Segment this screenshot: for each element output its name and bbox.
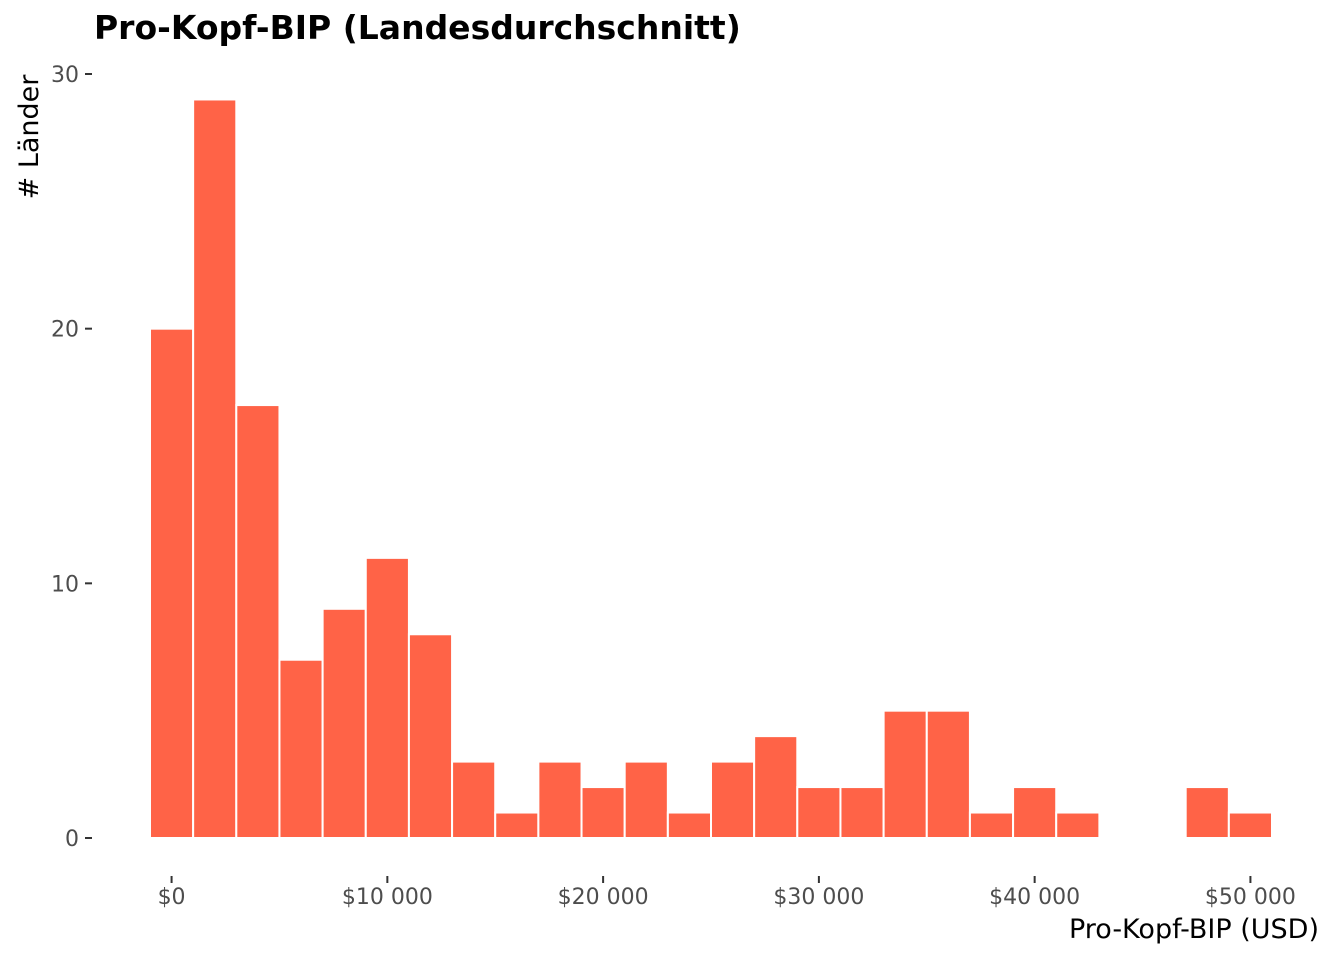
histogram-bar bbox=[925, 709, 971, 839]
histogram-bar bbox=[321, 607, 367, 839]
x-tick-label: $20 000 bbox=[558, 885, 649, 910]
histogram-bar bbox=[278, 658, 324, 839]
histogram-bar bbox=[710, 760, 756, 839]
histogram-bar bbox=[753, 735, 799, 840]
x-tick-label: $40 000 bbox=[989, 885, 1080, 910]
histogram-bar bbox=[407, 633, 454, 840]
histogram-bar bbox=[1227, 811, 1273, 840]
x-tick-label: $0 bbox=[158, 885, 186, 910]
histogram-bar bbox=[839, 786, 885, 840]
y-tick-label: 10 bbox=[51, 572, 79, 597]
y-axis: 0 10 20 30 bbox=[51, 63, 92, 852]
histogram-bar bbox=[796, 786, 842, 840]
y-tick-label: 0 bbox=[65, 827, 79, 852]
y-tick-label: 20 bbox=[51, 318, 79, 343]
histogram-bar bbox=[451, 760, 497, 839]
histogram-bar bbox=[537, 760, 583, 839]
x-tick-label: $30 000 bbox=[773, 885, 864, 910]
histogram-bar bbox=[192, 98, 238, 840]
x-axis: $0 $10 000 $20 000 $30 000 $40 000 $50 000 bbox=[158, 876, 1296, 910]
y-tick-label: 30 bbox=[51, 63, 79, 88]
x-tick-label: $10 000 bbox=[342, 885, 433, 910]
histogram-bar bbox=[235, 404, 281, 839]
chart-title: Pro-Kopf-BIP (Landesdurchschnitt) bbox=[94, 8, 741, 47]
histogram-bar bbox=[494, 811, 540, 840]
histogram-bar bbox=[1012, 786, 1058, 840]
histogram-bar bbox=[364, 556, 410, 839]
histogram-bar bbox=[666, 811, 712, 840]
histogram-bar bbox=[580, 786, 626, 840]
histogram-bars bbox=[149, 98, 1273, 840]
histogram-bar bbox=[149, 327, 195, 839]
histogram-bar bbox=[1184, 786, 1230, 840]
x-axis-title: Pro-Kopf-BIP (USD) bbox=[1069, 914, 1319, 945]
x-tick-label: $50 000 bbox=[1205, 885, 1296, 910]
y-axis-title: # Länder bbox=[14, 74, 45, 200]
histogram-bar bbox=[968, 811, 1015, 840]
histogram-bar bbox=[1055, 811, 1101, 840]
histogram-bar bbox=[882, 709, 928, 839]
histogram-bar bbox=[623, 760, 669, 839]
